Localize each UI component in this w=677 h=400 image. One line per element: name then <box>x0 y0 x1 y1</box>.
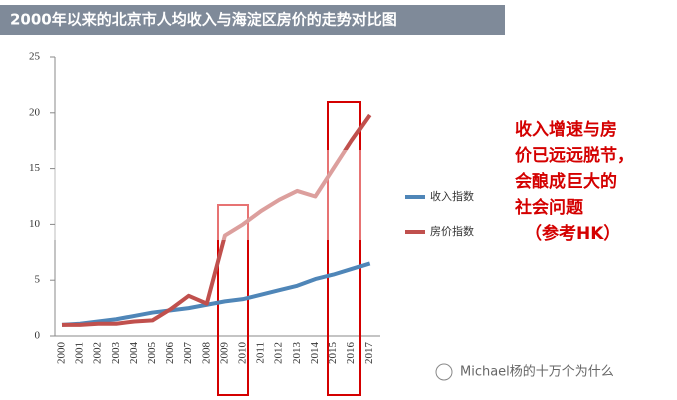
annotation: 社会问题 <box>514 197 584 218</box>
y-tick-label: 25 <box>29 51 41 63</box>
x-tick-label: 2012 <box>273 342 285 364</box>
series-line <box>61 261 371 327</box>
y-tick-label: 15 <box>29 162 41 174</box>
x-tick-label: 2005 <box>146 342 158 365</box>
x-tick-label: 2004 <box>128 342 140 365</box>
x-tick-label: 2006 <box>164 342 176 365</box>
y-tick-label: 0 <box>35 330 41 342</box>
legend-label: 收入指数 <box>430 189 474 203</box>
watermark: Michael杨的十万个为什么 <box>460 364 614 380</box>
x-tick-label: 2007 <box>182 342 194 365</box>
x-tick-label: 2013 <box>291 342 303 365</box>
x-tick-label: 2010 <box>237 342 249 365</box>
x-tick-label: 2014 <box>309 342 321 365</box>
y-tick-label: 5 <box>35 274 41 286</box>
overlay-band <box>0 150 677 240</box>
x-tick-label: 2000 <box>56 342 68 365</box>
highlight-box <box>217 204 249 396</box>
watermark-icon <box>435 363 453 381</box>
series-line <box>62 113 372 327</box>
x-tick-label: 2011 <box>255 342 267 364</box>
annotation: 会酿成巨大的 <box>515 171 617 192</box>
y-tick-label: 20 <box>29 106 41 118</box>
x-tick-label: 2001 <box>74 342 86 364</box>
x-tick-label: 2008 <box>200 342 212 365</box>
x-tick-label: 2017 <box>363 342 375 365</box>
annotation: （参考HK） <box>525 223 620 244</box>
annotation: 价已远远脱节， <box>515 145 634 166</box>
x-tick-label: 2009 <box>218 342 230 365</box>
x-tick-label: 2015 <box>327 342 339 365</box>
y-tick-label: 10 <box>29 218 41 230</box>
annotation: 收入增速与房 <box>515 119 617 140</box>
title-bar <box>0 5 505 35</box>
x-tick-label: 2016 <box>345 342 357 365</box>
legend-label: 房价指数 <box>430 224 474 238</box>
x-tick-label: 2003 <box>110 342 122 365</box>
highlight-box <box>327 101 361 396</box>
chart-title: 2000年以来的北京市人均收入与海淀区房价的走势对比图 <box>10 11 397 29</box>
x-tick-label: 2002 <box>92 342 104 364</box>
